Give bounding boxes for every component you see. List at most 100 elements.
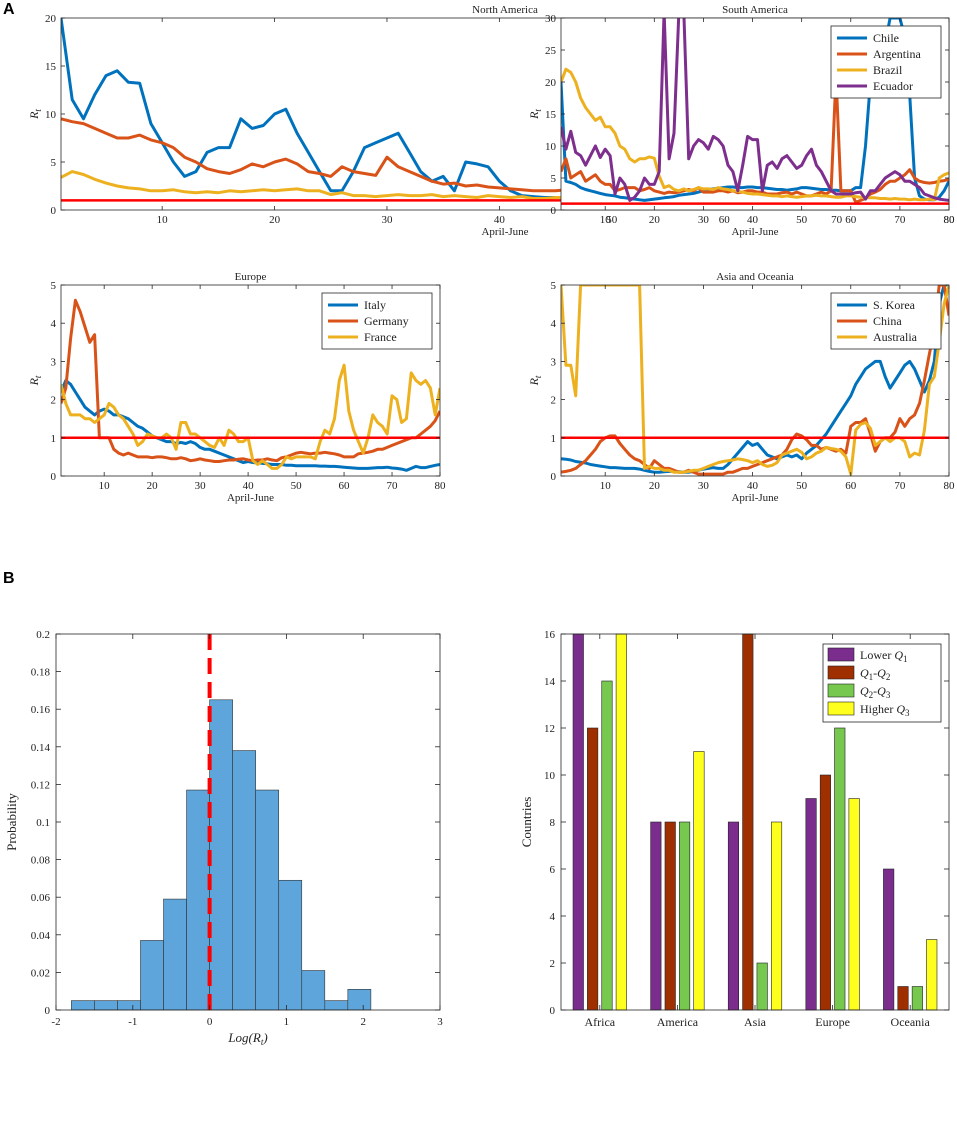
category-label: Africa: [584, 1015, 615, 1029]
y-axis-label-group: Rt: [527, 109, 543, 120]
x-tick-label: 0: [207, 1016, 213, 1028]
bar: [650, 821, 662, 1011]
bar: [897, 986, 909, 1011]
bar: [756, 962, 768, 1011]
y-tick-label: 0.02: [31, 967, 50, 979]
x-axis-label: Log(Rt): [227, 1030, 267, 1047]
chart-title: South America: [722, 4, 788, 16]
legend-label: Australia: [873, 330, 918, 344]
y-axis-label-group: Rt: [527, 375, 543, 386]
bar: [848, 798, 860, 1011]
x-tick-label: 80: [944, 214, 956, 226]
y-tick-label: 0.04: [31, 930, 51, 942]
y-tick-label: 2: [550, 958, 556, 970]
y-axis-label: Rt: [527, 375, 543, 386]
legend-label: Germany: [364, 314, 409, 328]
chart-asia-oceania: 10 20 30 40 50 60 70 80 0 1 2 3 4 5 Asia and Oceania Ap…: [527, 271, 955, 504]
panel-letter-b: B: [3, 570, 15, 587]
x-tick-label: 30: [195, 480, 207, 492]
category-label: Asia: [744, 1015, 767, 1029]
y-tick-label: 15: [545, 109, 557, 121]
legend-swatch: [827, 683, 855, 698]
y-tick-label: 25: [545, 45, 557, 57]
y-tick-label: 0: [550, 1005, 556, 1017]
series-line-ecuador: [561, 18, 949, 202]
x-tick-label: 40: [747, 214, 759, 226]
x-tick-label: 40: [747, 480, 759, 492]
category-label: America: [657, 1015, 699, 1029]
histogram-bar: [347, 989, 372, 1011]
x-tick-label: 20: [147, 480, 159, 492]
bar: [601, 680, 613, 1011]
y-tick-label: 16: [544, 629, 556, 641]
x-tick-label: 20: [269, 214, 281, 226]
y-tick-label: 0.14: [31, 742, 51, 754]
x-tick-label: 1: [284, 1016, 290, 1028]
series-line-brazil: [561, 67, 949, 202]
y-tick-label: 0: [551, 471, 557, 483]
x-tick-label: 50: [606, 214, 618, 226]
y-tick-label: 0.2: [36, 629, 50, 641]
y-axis-label-group: Rt: [27, 109, 43, 120]
y-tick-label: 30: [545, 13, 557, 25]
y-tick-label: 8: [550, 817, 556, 829]
y-tick-label: 4: [51, 318, 57, 330]
x-tick-label: 30: [381, 214, 393, 226]
chart-title: North America: [472, 4, 538, 16]
histogram-bar: [163, 898, 187, 1011]
category-label: Oceania: [891, 1015, 931, 1029]
y-tick-label: 2: [51, 395, 57, 407]
y-tick-label: 3: [51, 356, 57, 368]
histogram-bar: [301, 970, 326, 1011]
y-tick-label: 0.18: [31, 667, 51, 679]
x-axis-label: April-June: [481, 226, 528, 238]
legend-label: Chile: [873, 31, 899, 45]
bar: [911, 986, 923, 1011]
x-tick-label: 20: [649, 480, 661, 492]
legend-label: China: [873, 314, 902, 328]
x-tick-label: 60: [339, 480, 351, 492]
y-tick-label: 0: [51, 205, 57, 217]
histogram-bar: [117, 1000, 141, 1011]
y-axis-label: Rt: [27, 375, 43, 386]
y-axis-label: Probability: [4, 793, 19, 851]
legend-label: S. Korea: [873, 298, 916, 312]
bar: [679, 821, 691, 1011]
x-tick-label: 50: [796, 480, 808, 492]
y-tick-label: 0.06: [31, 892, 51, 904]
x-tick-label: 10: [600, 480, 612, 492]
x-tick-label: 30: [698, 214, 710, 226]
y-axis-label-group: Rt: [27, 375, 43, 386]
histogram-bar: [71, 1000, 95, 1011]
series-line-italy: [61, 379, 440, 472]
chart-europe: 10 20 30 40 50 60 70 80 0 1 2 3 4 5 Europe April-June Rt…: [27, 271, 446, 504]
histogram-bar: [209, 699, 233, 1011]
x-axis-label: April-June: [731, 226, 778, 238]
legend-label: Argentina: [873, 47, 921, 61]
y-tick-label: 14: [544, 676, 556, 688]
panel-letter-a: A: [3, 1, 15, 18]
histogram-bar: [232, 750, 256, 1011]
x-tick-label: 2: [360, 1016, 366, 1028]
x-tick-label: 50: [796, 214, 808, 226]
x-axis-label: April-June: [731, 492, 778, 504]
legend-swatch: [827, 665, 855, 680]
x-tick-label: 60: [845, 214, 857, 226]
bar: [742, 633, 754, 1011]
x-tick-label: 70: [894, 214, 906, 226]
y-tick-label: 5: [551, 173, 557, 185]
chart-title: Europe: [235, 271, 267, 283]
category-label: Europe: [815, 1015, 850, 1029]
y-tick-label: 0.1: [36, 817, 50, 829]
bar: [834, 727, 846, 1011]
y-tick-label: 6: [550, 864, 556, 876]
y-tick-label: 0: [51, 471, 57, 483]
histogram-bar: [94, 1000, 118, 1011]
series-group: [61, 298, 440, 472]
bar: [805, 798, 817, 1011]
bar: [572, 633, 584, 1011]
y-tick-label: 15: [45, 61, 57, 73]
x-tick-label: 10: [157, 214, 169, 226]
legend-label: Italy: [364, 298, 386, 312]
